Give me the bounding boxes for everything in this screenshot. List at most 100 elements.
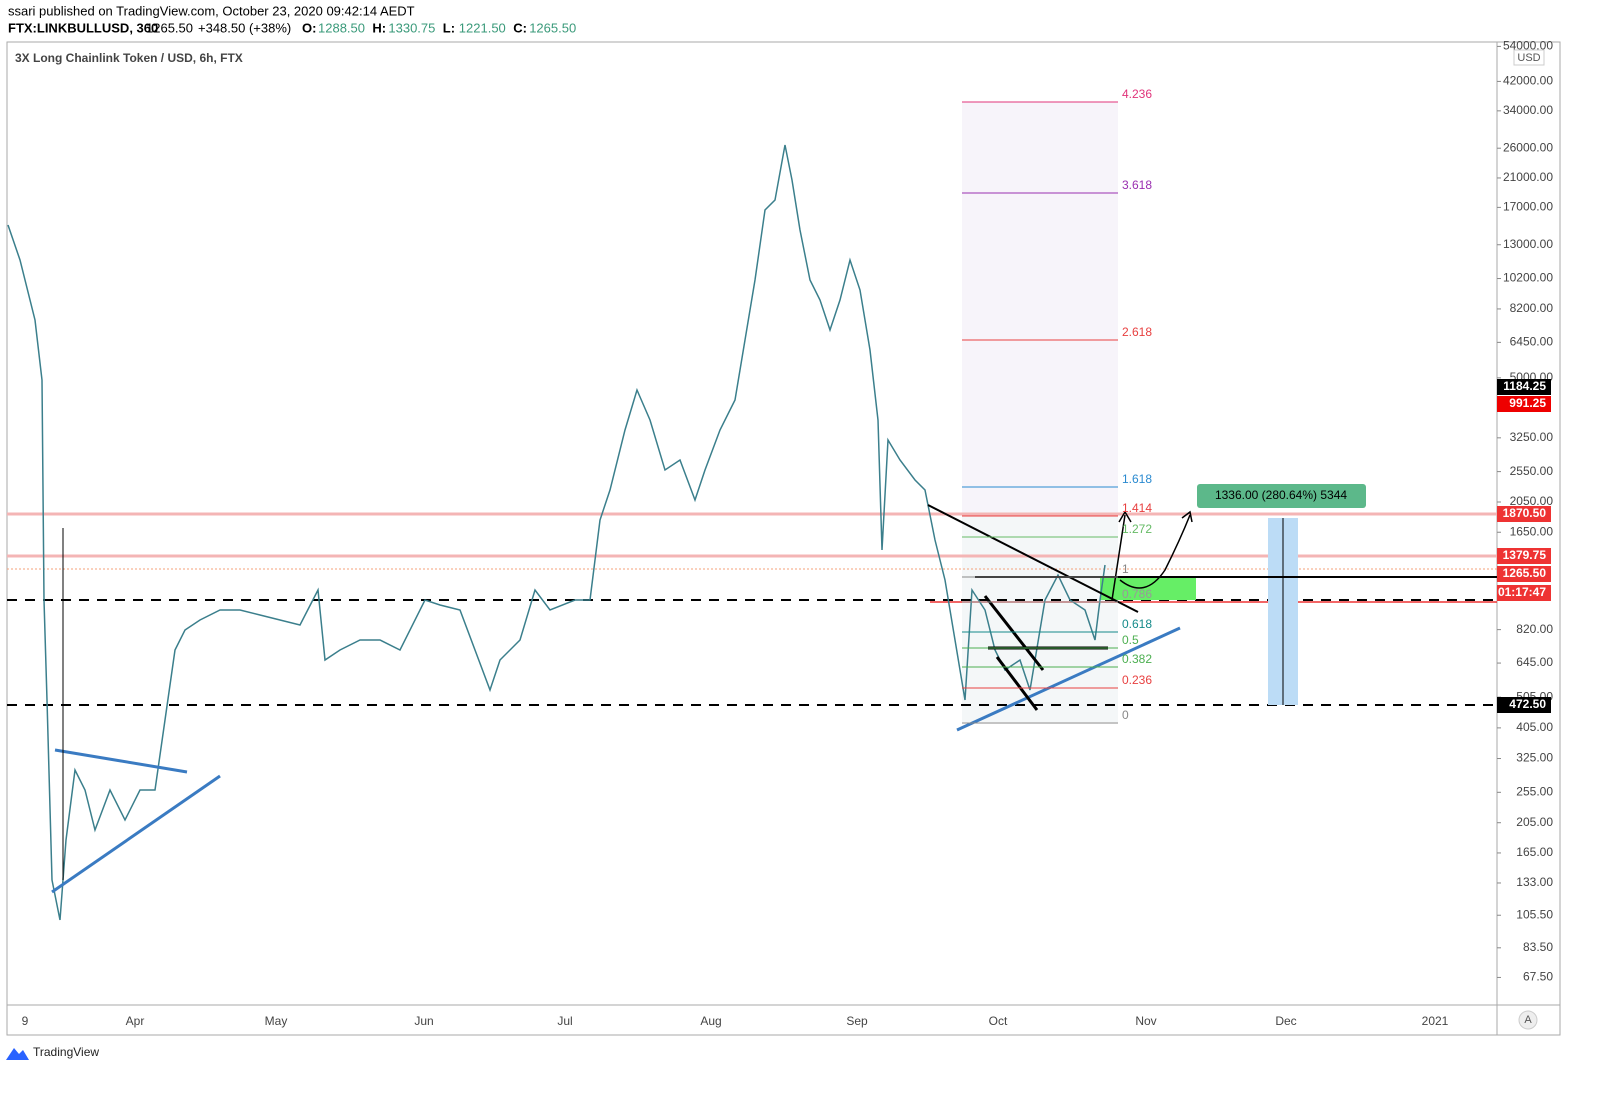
price-tag-label: 1265.50: [1503, 566, 1547, 580]
trendline: [927, 504, 1139, 613]
time-label: Oct: [989, 1014, 1008, 1028]
fib-label: 0.5: [1122, 633, 1139, 647]
arrow: [1111, 510, 1132, 601]
price-tag-label: 1379.75: [1503, 548, 1547, 562]
time-label: 2021: [1422, 1014, 1449, 1028]
frame: [6, 41, 1561, 1036]
ohlc-value: 1330.75: [388, 20, 435, 35]
trendline: [956, 626, 1181, 732]
logo: [6, 1048, 29, 1060]
price-tag: [1497, 585, 1551, 601]
price-label: 6450.00: [1510, 335, 1554, 349]
time-label: Aug: [700, 1014, 721, 1028]
price-tag: [1497, 506, 1551, 522]
wedge: [995, 656, 1039, 711]
measure-label: 1336.00 (280.64%) 5344: [1215, 488, 1347, 502]
time-label: Dec: [1275, 1014, 1296, 1028]
auto-scale-label[interactable]: A: [1524, 1014, 1532, 1026]
price-label: 3250.00: [1510, 430, 1554, 444]
price-label: 405.00: [1516, 720, 1553, 734]
ohlc-value: 1265.50: [529, 20, 576, 35]
fib-label: 0.382: [1122, 652, 1152, 666]
fib-label: 4.236: [1122, 87, 1152, 101]
price-label: 165.00: [1516, 845, 1553, 859]
fib-label: 0.236: [1122, 673, 1152, 687]
price-label: 2550.00: [1510, 464, 1554, 478]
fib-label: 1: [1122, 562, 1129, 576]
auto-scale[interactable]: [1518, 1010, 1538, 1030]
fib-label: 0.618: [1122, 617, 1152, 631]
price-path: [7, 144, 1106, 921]
fib-zone: [962, 102, 1118, 512]
trendline: [51, 774, 221, 894]
brand: TradingView: [33, 1045, 99, 1059]
price-label: 13000.00: [1503, 237, 1553, 251]
price-tag-label: 1870.50: [1503, 506, 1547, 520]
ohlc-key: L:: [443, 20, 455, 35]
price-axis: 54000.00 42000.00 34000.00 26000.00 21000.00…: [1497, 39, 1553, 984]
price-label: 42000.00: [1503, 74, 1553, 88]
fib-zone: [962, 512, 1118, 722]
ohlc-key: H:: [372, 20, 386, 35]
fib-label: 1.414: [1122, 501, 1152, 515]
ohlc-key: C:: [513, 20, 527, 35]
currency: USD: [1517, 52, 1540, 64]
price-label: 105.50: [1516, 907, 1553, 921]
price-tag-label: 991.25: [1509, 396, 1546, 410]
price-label: 10200.00: [1503, 271, 1553, 285]
price-tag: [1497, 566, 1551, 582]
time-label: Jul: [557, 1014, 572, 1028]
price-label: 325.00: [1516, 751, 1553, 765]
price-label: 2050.00: [1510, 494, 1554, 508]
ohlc-value: 1221.50: [459, 20, 506, 35]
fib-label: 2.618: [1122, 325, 1152, 339]
time-label: Nov: [1135, 1014, 1156, 1028]
price-tag-label: 1184.25: [1503, 379, 1546, 393]
time-label: Sep: [846, 1014, 868, 1028]
fib-label: 0: [1122, 708, 1129, 722]
wedge: [983, 595, 1045, 671]
fib-label: 0.786: [1122, 587, 1152, 601]
price-label: 67.50: [1523, 970, 1553, 984]
fib-label: 1.618: [1122, 472, 1152, 486]
price-label: 133.00: [1516, 875, 1553, 889]
ohlc-value: 1288.50: [318, 20, 365, 35]
published: ssari published on TradingView.com, Octo…: [8, 3, 415, 18]
price-label: 645.00: [1516, 655, 1553, 669]
time-label: Apr: [126, 1014, 145, 1028]
price-label: 34000.00: [1503, 103, 1553, 117]
price-label: 26000.00: [1503, 140, 1553, 154]
price-label: 205.00: [1516, 815, 1553, 829]
trendline: [54, 748, 188, 774]
price-label: 83.50: [1523, 940, 1553, 954]
price-tag: [1497, 697, 1551, 713]
price-label: 1650.00: [1510, 524, 1554, 538]
price-tags: 1184.25 991.25 1870.50 1379.75 1265.50 01:17:…: [1497, 379, 1551, 713]
fib-label: 1.272: [1122, 522, 1152, 536]
price-label: 17000.00: [1503, 200, 1553, 214]
price-label: 21000.00: [1503, 170, 1553, 184]
arrow: [1119, 510, 1193, 589]
change: +348.50 (+38%): [198, 20, 291, 35]
measure-box: [1197, 484, 1366, 508]
symbol: FTX:LINKBULLUSD, 360: [8, 20, 158, 35]
ohlc-key: O:: [302, 20, 316, 35]
price-tag: [1497, 548, 1551, 564]
chart-title: 3X Long Chainlink Token / USD, 6h, FTX: [15, 51, 243, 65]
time-label: Jun: [414, 1014, 433, 1028]
price-tag-label: 472.50: [1509, 697, 1546, 711]
time-axis: 9 Apr May Jun Jul Aug Sep Oct Nov Dec 2021: [22, 1014, 1449, 1028]
time-label: May: [265, 1014, 288, 1028]
price-label: 255.00: [1516, 784, 1553, 798]
ohlc: O: 1288.50 H: 1330.75 L: 1221.50 C: 1265.50: [302, 20, 576, 35]
price-tag: [1497, 396, 1551, 412]
price-label: 54000.00: [1503, 39, 1553, 53]
last: 1265.50: [146, 20, 193, 35]
price-label: 8200.00: [1510, 301, 1554, 315]
price-tag-label: 01:17:47: [1498, 585, 1546, 599]
currency-box: [1513, 49, 1545, 66]
price-label: 820.00: [1516, 622, 1553, 636]
fib-label: 3.618: [1122, 178, 1152, 192]
